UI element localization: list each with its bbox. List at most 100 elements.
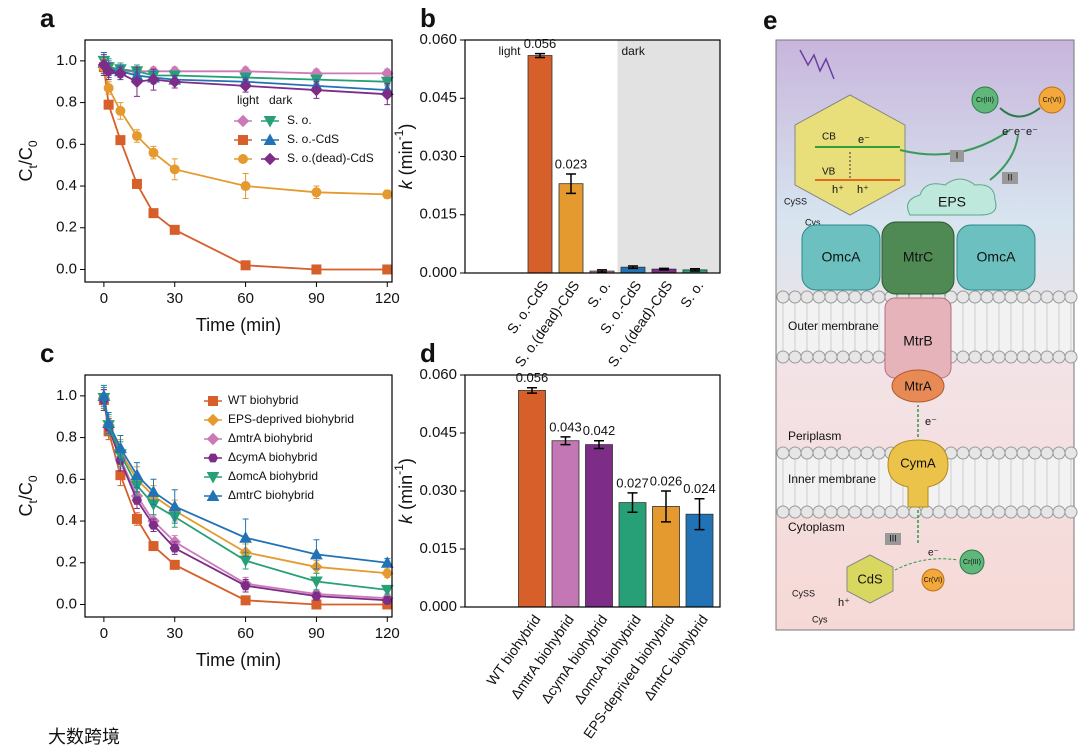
lipid-head [896, 505, 910, 519]
lipid-head [776, 350, 790, 364]
marker [380, 76, 394, 89]
marker [206, 413, 220, 427]
y-axis-label-part: -1 [392, 464, 406, 475]
label: III [889, 533, 897, 543]
watermark: 大数跨境 [48, 727, 120, 747]
cr6-ion [1038, 86, 1066, 114]
lipid-head [980, 290, 994, 304]
lipid-head [800, 446, 814, 460]
label: h⁺ [857, 184, 869, 196]
y-tick-label: 0.2 [56, 219, 77, 236]
lipid-head [776, 446, 790, 460]
marker [102, 416, 115, 428]
lipid-head [968, 505, 982, 519]
marker [148, 147, 159, 158]
label: MtrA [904, 378, 932, 393]
lipid-head [1004, 446, 1018, 460]
diagram-panel: e CB VB e⁻ h⁺ h⁺ CySS Cys I II Cr(III) C… [763, 5, 1078, 631]
data-label: 0.026 [650, 473, 683, 488]
y-tick-label: 0.2 [56, 554, 77, 571]
y-axis-label-part: k [396, 179, 416, 189]
lipid-head [776, 290, 790, 304]
label: e⁻ [858, 134, 870, 146]
lipid-head [848, 350, 862, 364]
error-bar [597, 269, 607, 273]
y-axis-label-part: C [16, 169, 36, 182]
lipid-head [872, 505, 886, 519]
marker [206, 432, 220, 446]
bar [585, 444, 613, 608]
y-tick-label: 0.6 [56, 470, 77, 487]
panel-label: e [763, 5, 777, 35]
lipid-head [812, 446, 826, 460]
label: Cys [805, 217, 821, 227]
legend-label: S. o.(dead)-CdS [287, 151, 374, 165]
cr6-ion [921, 568, 945, 592]
lipid-head [848, 505, 862, 519]
marker [114, 67, 127, 80]
lipid-head [944, 505, 958, 519]
label: Cr(III) [976, 97, 994, 104]
lipid-head [860, 446, 874, 460]
legend-label: ΔomcA biohybrid [228, 469, 318, 483]
plot-frame [464, 374, 721, 608]
y-tick-label: 0.060 [419, 366, 457, 383]
marker [148, 208, 159, 219]
y-tick-label: 0.000 [419, 598, 457, 615]
lipid-head [1004, 350, 1018, 364]
error-bar [535, 52, 545, 59]
y-axis-label-part: (min [396, 140, 416, 180]
marker [238, 135, 248, 145]
label: e⁻e⁻e⁻ [1002, 126, 1038, 138]
lipid-head [788, 350, 802, 364]
lipid-head [992, 290, 1006, 304]
lipid-head [908, 505, 922, 519]
y-tick-label: 0.015 [419, 206, 457, 223]
lipid-head [1016, 505, 1030, 519]
lipid-head [800, 505, 814, 519]
y-axis-label-part: t [26, 500, 40, 504]
legend-label: S. o.-CdS [287, 132, 339, 146]
bar [527, 55, 553, 274]
marker [236, 114, 250, 128]
y-axis-label: k (min-1) [392, 124, 416, 190]
marker [380, 584, 394, 597]
lipid-head [812, 290, 826, 304]
label: CymA [900, 455, 936, 470]
panel-label: b [420, 3, 436, 33]
lipid-head [980, 446, 994, 460]
y-tick-label: 0.060 [419, 31, 457, 48]
lipid-head [824, 350, 838, 364]
lipid-head [776, 505, 790, 519]
marker [238, 154, 248, 164]
x-tick-label: 120 [375, 625, 400, 642]
lipid-head [1064, 446, 1078, 460]
label: h⁺ [832, 184, 844, 196]
lipid-head [824, 505, 838, 519]
lipid-head [812, 505, 826, 519]
lipid-head [788, 446, 802, 460]
bar [551, 440, 580, 608]
lipid-head [1064, 290, 1078, 304]
marker [169, 559, 180, 570]
marker [207, 453, 219, 463]
y-axis-label-part: C [16, 504, 36, 517]
marker [103, 82, 114, 93]
marker [131, 495, 143, 505]
data-label: 0.027 [616, 475, 649, 490]
marker [168, 499, 182, 512]
label: h⁺ [838, 597, 850, 609]
data-label: 0.043 [549, 419, 582, 434]
label: OmcA [822, 249, 862, 265]
marker [97, 389, 111, 401]
x-tick-label: 60 [237, 290, 254, 307]
omca-protein [956, 224, 1036, 291]
x-tick-label: 0 [100, 625, 108, 642]
cyma-protein [887, 439, 949, 508]
lipid-head [800, 290, 814, 304]
lipid-head [1016, 350, 1030, 364]
y-tick-label: 0.4 [56, 512, 77, 529]
legend-label: ΔmtrC biohybrid [228, 488, 314, 502]
lipid-head [932, 505, 946, 519]
lipid-head [980, 505, 994, 519]
